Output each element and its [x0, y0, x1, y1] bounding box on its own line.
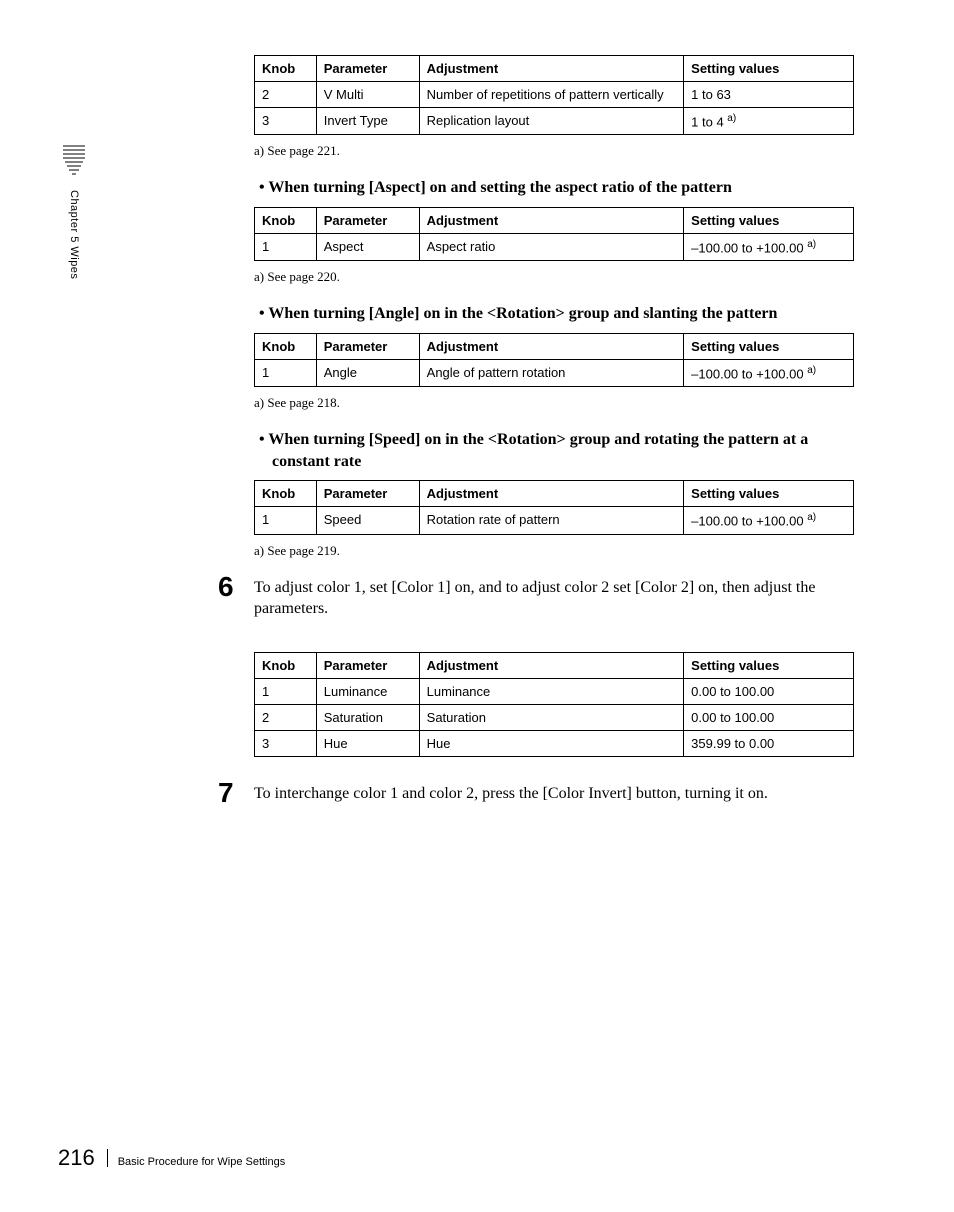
footer-title: Basic Procedure for Wipe Settings — [118, 1156, 286, 1168]
table-row: 1 Angle Angle of pattern rotation –100.0… — [255, 359, 854, 386]
cell-parameter: Saturation — [316, 704, 419, 730]
header-setting: Setting values — [684, 652, 854, 678]
header-adjustment: Adjustment — [419, 56, 684, 82]
cell-adjustment: Hue — [419, 730, 684, 756]
sidebar-chapter-label: Chapter 5 Wipes — [68, 190, 80, 279]
cell-knob: 2 — [255, 82, 317, 108]
cell-setting: –100.00 to +100.00 a) — [684, 507, 854, 534]
cell-parameter: Speed — [316, 507, 419, 534]
header-setting: Setting values — [684, 481, 854, 507]
header-adjustment: Adjustment — [419, 333, 684, 359]
cell-setting-text: 1 to 4 — [691, 114, 727, 129]
footnote: a) See page 218. — [254, 395, 854, 411]
table-row: 3 Hue Hue 359.99 to 0.00 — [255, 730, 854, 756]
table-header-row: Knob Parameter Adjustment Setting values — [255, 333, 854, 359]
cell-setting-text: –100.00 to +100.00 — [691, 514, 807, 529]
cell-setting-text: –100.00 to +100.00 — [691, 240, 807, 255]
cell-setting: –100.00 to +100.00 a) — [684, 233, 854, 260]
header-adjustment: Adjustment — [419, 481, 684, 507]
header-parameter: Parameter — [316, 333, 419, 359]
cell-adjustment: Saturation — [419, 704, 684, 730]
header-adjustment: Adjustment — [419, 207, 684, 233]
cell-adjustment: Aspect ratio — [419, 233, 684, 260]
table-speed: Knob Parameter Adjustment Setting values… — [254, 480, 854, 534]
cell-adjustment: Replication layout — [419, 108, 684, 135]
page-footer: 216 Basic Procedure for Wipe Settings — [58, 1145, 285, 1171]
table-row: 2 V Multi Number of repetitions of patte… — [255, 82, 854, 108]
cell-setting: 0.00 to 100.00 — [684, 704, 854, 730]
header-parameter: Parameter — [316, 207, 419, 233]
sidebar: Chapter 5 Wipes — [63, 145, 85, 279]
cell-knob: 3 — [255, 108, 317, 135]
cell-setting: 1 to 63 — [684, 82, 854, 108]
cell-parameter: Angle — [316, 359, 419, 386]
footnote: a) See page 221. — [254, 143, 854, 159]
step-text: To adjust color 1, set [Color 1] on, and… — [254, 577, 854, 620]
section-heading-aspect: When turning [Aspect] on and setting the… — [272, 177, 854, 199]
cell-knob: 1 — [255, 359, 317, 386]
table-header-row: Knob Parameter Adjustment Setting values — [255, 481, 854, 507]
sidebar-decoration-icon — [63, 145, 85, 178]
header-setting: Setting values — [684, 56, 854, 82]
footnote: a) See page 219. — [254, 543, 854, 559]
header-setting: Setting values — [684, 207, 854, 233]
cell-parameter: Hue — [316, 730, 419, 756]
cell-setting: –100.00 to +100.00 a) — [684, 359, 854, 386]
cell-adjustment: Luminance — [419, 678, 684, 704]
cell-setting: 359.99 to 0.00 — [684, 730, 854, 756]
table-header-row: Knob Parameter Adjustment Setting values — [255, 207, 854, 233]
cell-setting-text: –100.00 to +100.00 — [691, 366, 807, 381]
table-header-row: Knob Parameter Adjustment Setting values — [255, 652, 854, 678]
table-row: 1 Speed Rotation rate of pattern –100.00… — [255, 507, 854, 534]
cell-parameter: V Multi — [316, 82, 419, 108]
footnote-ref: a) — [807, 512, 816, 523]
step-number: 7 — [218, 779, 254, 807]
section-heading-angle: When turning [Angle] on in the <Rotation… — [272, 303, 854, 325]
section-heading-speed: When turning [Speed] on in the <Rotation… — [272, 429, 854, 472]
cell-adjustment: Angle of pattern rotation — [419, 359, 684, 386]
cell-parameter: Luminance — [316, 678, 419, 704]
cell-knob: 3 — [255, 730, 317, 756]
header-knob: Knob — [255, 333, 317, 359]
step-text: To interchange color 1 and color 2, pres… — [254, 783, 768, 805]
header-parameter: Parameter — [316, 652, 419, 678]
footnote-ref: a) — [727, 113, 736, 124]
header-adjustment: Adjustment — [419, 652, 684, 678]
cell-setting: 1 to 4 a) — [684, 108, 854, 135]
footnote-ref: a) — [807, 365, 816, 376]
footnote-ref: a) — [807, 239, 816, 250]
footer-divider-icon — [107, 1149, 108, 1167]
table-multi: Knob Parameter Adjustment Setting values… — [254, 55, 854, 135]
cell-setting: 0.00 to 100.00 — [684, 678, 854, 704]
cell-parameter: Aspect — [316, 233, 419, 260]
table-row: 1 Luminance Luminance 0.00 to 100.00 — [255, 678, 854, 704]
header-setting: Setting values — [684, 333, 854, 359]
cell-knob: 2 — [255, 704, 317, 730]
page-number: 216 — [58, 1145, 95, 1171]
footnote: a) See page 220. — [254, 269, 854, 285]
header-parameter: Parameter — [316, 481, 419, 507]
cell-knob: 1 — [255, 678, 317, 704]
page-content: Knob Parameter Adjustment Setting values… — [254, 55, 854, 821]
step-number: 6 — [218, 573, 254, 601]
cell-adjustment: Number of repetitions of pattern vertica… — [419, 82, 684, 108]
step-7: 7 To interchange color 1 and color 2, pr… — [254, 783, 854, 807]
table-aspect: Knob Parameter Adjustment Setting values… — [254, 207, 854, 261]
header-knob: Knob — [255, 56, 317, 82]
table-angle: Knob Parameter Adjustment Setting values… — [254, 333, 854, 387]
cell-knob: 1 — [255, 507, 317, 534]
cell-knob: 1 — [255, 233, 317, 260]
header-knob: Knob — [255, 481, 317, 507]
table-row: 2 Saturation Saturation 0.00 to 100.00 — [255, 704, 854, 730]
header-parameter: Parameter — [316, 56, 419, 82]
cell-adjustment: Rotation rate of pattern — [419, 507, 684, 534]
cell-parameter: Invert Type — [316, 108, 419, 135]
header-knob: Knob — [255, 652, 317, 678]
table-row: 1 Aspect Aspect ratio –100.00 to +100.00… — [255, 233, 854, 260]
table-color: Knob Parameter Adjustment Setting values… — [254, 652, 854, 757]
table-row: 3 Invert Type Replication layout 1 to 4 … — [255, 108, 854, 135]
table-header-row: Knob Parameter Adjustment Setting values — [255, 56, 854, 82]
header-knob: Knob — [255, 207, 317, 233]
step-6: 6 To adjust color 1, set [Color 1] on, a… — [254, 577, 854, 620]
